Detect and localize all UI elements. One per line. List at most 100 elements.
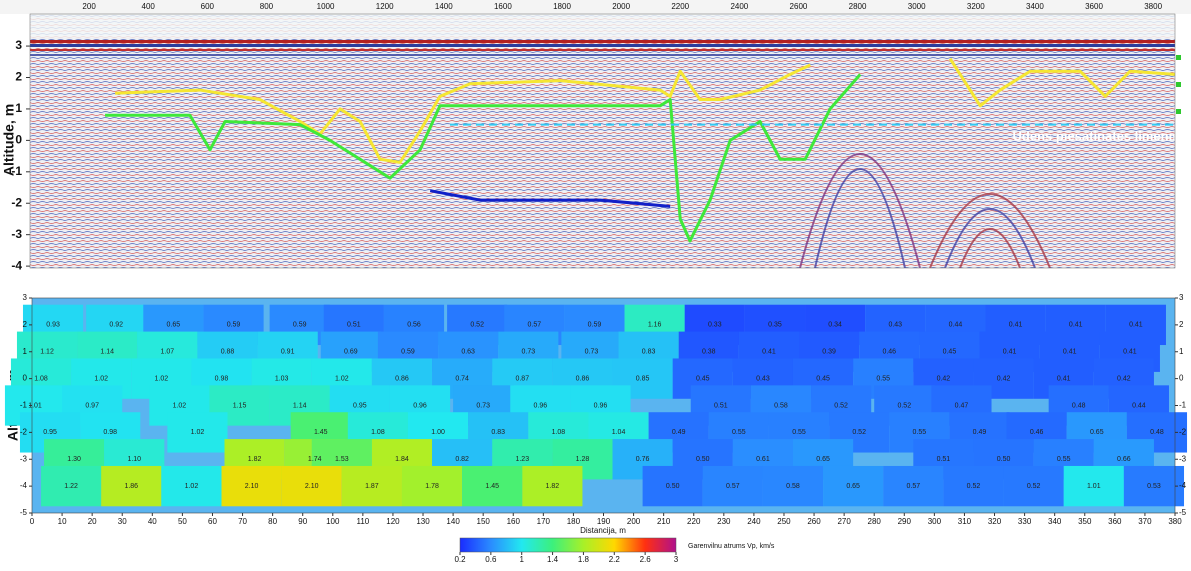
value-label: 1.30	[67, 456, 81, 463]
value-label: 0.57	[726, 483, 740, 490]
series-line	[105, 73, 862, 243]
x-tick-label: 340	[1048, 517, 1062, 526]
x-tick-label: 800	[260, 2, 274, 11]
y-tick-label: 0	[15, 133, 22, 147]
value-label: 0.58	[774, 402, 788, 409]
x-tick-label: 2000	[612, 2, 630, 11]
x-tick-label: 300	[928, 517, 942, 526]
colorbar-tick-label: 0.6	[485, 555, 497, 564]
x-tick-label: 2400	[730, 2, 748, 11]
value-label: 0.96	[413, 402, 427, 409]
y-tick-label: -1	[20, 401, 28, 410]
velocity-cell	[221, 465, 282, 507]
x-tick-label: 3200	[967, 2, 985, 11]
value-label: 0.55	[876, 375, 890, 382]
x-tick-label: 270	[837, 517, 851, 526]
series-line	[429, 189, 671, 208]
value-label: 1.45	[485, 483, 499, 490]
value-label: 1.84	[395, 456, 409, 463]
x-tick-label: 1200	[376, 2, 394, 11]
value-label: 0.41	[1129, 322, 1143, 329]
x-tick-label: 380	[1168, 517, 1182, 526]
value-label: 1.03	[275, 375, 289, 382]
value-label: 0.59	[293, 322, 307, 329]
value-label: 1.02	[191, 429, 205, 436]
x-tick-label: 310	[958, 517, 972, 526]
velocity-cell	[341, 465, 402, 507]
series-line	[115, 57, 1175, 164]
colorbar-tick-label: 2.6	[640, 555, 652, 564]
value-label: 0.50	[997, 456, 1011, 463]
colorbar-tick-label: 1.8	[578, 555, 590, 564]
value-label: 0.92	[109, 322, 123, 329]
value-label: 0.42	[997, 375, 1011, 382]
x-tick-label: 2600	[790, 2, 808, 11]
value-label: 0.57	[528, 322, 542, 329]
value-label: 1.16	[648, 322, 662, 329]
x-tick-label: 140	[446, 517, 460, 526]
x-tick-label: 20	[88, 517, 97, 526]
annotation: Udens piesatinates limenis	[1013, 128, 1180, 143]
value-label: 1.02	[335, 375, 349, 382]
x-tick-label: 260	[807, 517, 821, 526]
value-label: 1.08	[371, 429, 385, 436]
value-label: 1.01	[1087, 483, 1101, 490]
value-label: 1.87	[365, 483, 379, 490]
value-label: 0.53	[1147, 483, 1161, 490]
x-tick-label: 160	[507, 517, 521, 526]
velocity-cell	[943, 465, 1004, 507]
value-label: 0.65	[846, 483, 860, 490]
x-tick-label: 370	[1138, 517, 1152, 526]
value-label: 1.08	[34, 375, 48, 382]
value-label: 1.04	[612, 429, 626, 436]
value-label: 0.63	[461, 349, 475, 356]
y-tick-label: 1	[23, 347, 28, 356]
y-axis-title: Altitude, m	[1, 104, 17, 176]
x-tick-label: 3000	[908, 2, 926, 11]
value-label: 1.15	[233, 402, 247, 409]
value-label: 0.88	[221, 349, 235, 356]
value-label: 0.49	[973, 429, 987, 436]
value-label: 0.41	[1069, 322, 1083, 329]
value-label: 1.02	[185, 483, 199, 490]
value-label: 0.46	[1030, 429, 1044, 436]
value-label: 1.07	[161, 349, 175, 356]
value-label: 0.95	[353, 402, 367, 409]
value-label: 0.51	[937, 456, 951, 463]
velocity-cell	[401, 465, 463, 507]
y2-tick-label: -4	[1179, 481, 1187, 490]
x-tick-label: 170	[537, 517, 551, 526]
y2-tick-label: -1	[1179, 401, 1187, 410]
value-label: 1.00	[431, 429, 445, 436]
value-label: 0.73	[521, 349, 535, 356]
value-label: 0.41	[1063, 349, 1077, 356]
value-label: 2.10	[305, 483, 319, 490]
x-tick-label: 210	[657, 517, 671, 526]
x-tick-label: 230	[717, 517, 731, 526]
y2-tick-label: 3	[1179, 293, 1184, 302]
y-tick-label: 3	[23, 293, 28, 302]
y-tick-label: -1	[11, 164, 22, 178]
x-tick-label: 190	[597, 517, 611, 526]
value-label: 0.45	[943, 349, 957, 356]
y-tick-label: 3	[15, 38, 22, 52]
value-label: 0.61	[756, 456, 770, 463]
x-tick-label: 90	[298, 517, 307, 526]
value-label: 0.51	[347, 322, 361, 329]
y2-tick-label: -3	[1179, 454, 1187, 463]
value-label: 1.02	[173, 402, 187, 409]
x-tick-label: 100	[326, 517, 340, 526]
value-label: 0.35	[768, 322, 782, 329]
x-tick-label: 250	[777, 517, 791, 526]
y2-tick-label: 2	[1179, 320, 1184, 329]
value-label: 0.41	[1009, 322, 1023, 329]
value-label: 0.98	[103, 429, 117, 436]
colorbar-tick-label: 0.2	[454, 555, 466, 564]
value-label: 0.73	[476, 402, 490, 409]
value-label: 2.10	[245, 483, 259, 490]
y-tick-label: -4	[11, 258, 22, 272]
value-label: 1.53	[335, 456, 349, 463]
x-tick-label: 200	[82, 2, 96, 11]
x-tick-label: 2800	[849, 2, 867, 11]
value-label: 0.42	[937, 375, 951, 382]
